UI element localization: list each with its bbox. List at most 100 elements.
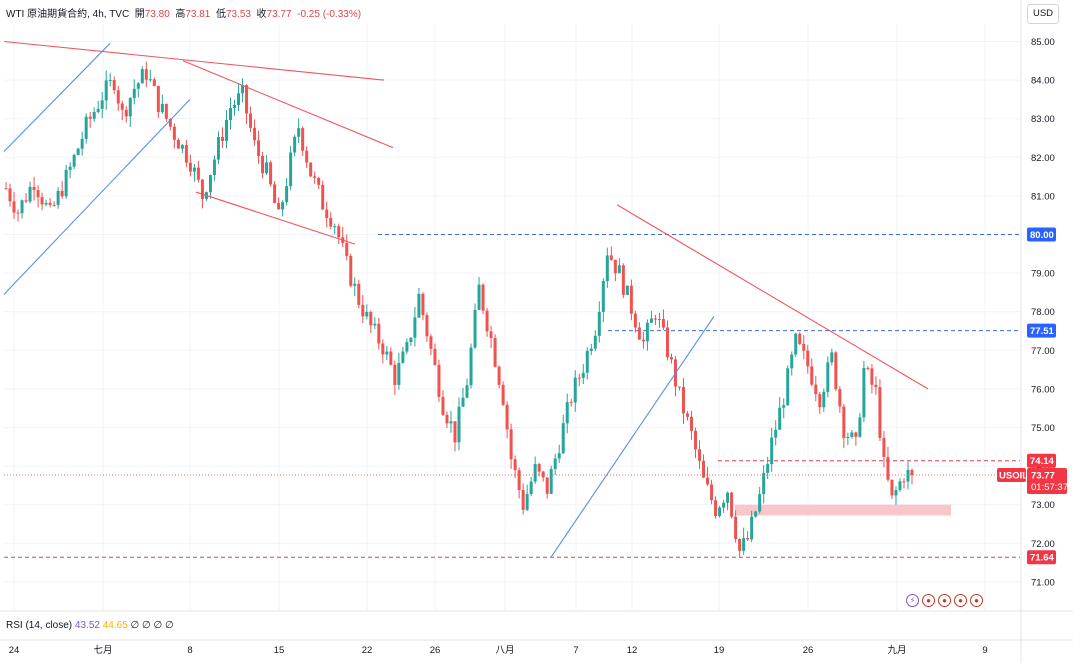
candle-body	[601, 281, 605, 312]
close-label: 收	[256, 9, 267, 20]
open-value: 73.80	[144, 9, 170, 20]
candle-body	[188, 162, 192, 172]
candle-body	[461, 397, 465, 407]
candle-body	[184, 145, 188, 163]
x-tick-label: 9	[982, 645, 987, 656]
flash-icon[interactable]: ⚡	[906, 594, 919, 607]
candle-body	[124, 109, 128, 117]
candle-body	[589, 348, 593, 351]
candle-body	[325, 209, 329, 218]
candle-body	[373, 323, 377, 326]
candle-body	[465, 385, 469, 398]
candle-body	[357, 283, 361, 305]
candle-body	[501, 384, 505, 405]
candle-body	[196, 167, 200, 180]
candle-body	[830, 352, 834, 363]
candle-body	[361, 304, 365, 317]
candle-body	[84, 116, 88, 139]
rsi-ma-value: 44.65	[102, 620, 128, 631]
candle-body	[36, 190, 40, 198]
candle-body	[517, 470, 521, 491]
candle-body	[645, 322, 649, 342]
time-axis[interactable]: 24 七月 8 15 22 26 八月 7 12 19 26 九月 9	[9, 644, 988, 656]
candle-body	[653, 318, 657, 320]
candle-body	[80, 138, 84, 149]
candle-body	[878, 387, 882, 438]
trendline[interactable]	[3, 43, 111, 152]
price-axis[interactable]: 85.00 84.00 83.00 82.00 81.00 80.00 79.00 78.00…	[1031, 37, 1055, 588]
candle-body	[20, 200, 24, 214]
trendline[interactable]	[182, 60, 394, 149]
trendline[interactable]	[550, 316, 715, 558]
x-tick-label: 26	[430, 645, 441, 656]
candle-body	[144, 69, 148, 80]
candle-body	[285, 186, 289, 203]
candle-body	[613, 259, 617, 274]
currency-button[interactable]: USD	[1027, 4, 1059, 24]
candle-body	[702, 460, 706, 478]
candle-body	[710, 484, 714, 501]
interval: 4h	[92, 9, 104, 20]
candle-body	[208, 174, 212, 193]
open-label: 開	[134, 9, 145, 20]
candle-body	[44, 202, 48, 205]
candle-body	[485, 310, 489, 332]
candle-body	[621, 265, 625, 295]
trendline[interactable]	[616, 204, 929, 390]
candle-body	[132, 88, 136, 99]
us-flag-icon[interactable]: ●	[938, 594, 951, 607]
rsi-legend: RSI (14, close) 43.52 44.65 ∅ ∅ ∅ ∅	[6, 620, 174, 631]
candle-body	[473, 309, 477, 348]
candle-body	[545, 477, 549, 494]
candle-body	[389, 351, 393, 365]
trendline[interactable]	[3, 40, 385, 81]
candle-body	[409, 337, 413, 343]
x-tick-label: 8	[187, 645, 192, 656]
candle-body	[305, 150, 309, 163]
symbol-legend: WTI 原油期貨合約, 4h, TVC 開73.80 高73.81 低73.53…	[6, 9, 362, 20]
low-label: 低	[215, 9, 226, 20]
candle-body	[228, 108, 232, 121]
candle-body	[910, 469, 914, 475]
trendline[interactable]	[195, 191, 356, 245]
candle-body	[605, 255, 609, 282]
candle-body	[585, 350, 589, 373]
close-value: 73.77	[266, 9, 292, 20]
candle-body	[754, 511, 758, 517]
candle-body	[649, 318, 653, 323]
trendline[interactable]	[3, 99, 191, 295]
candle-body	[120, 103, 124, 110]
candle-body	[345, 243, 349, 256]
candle-body	[838, 389, 842, 407]
candle-body	[112, 79, 116, 91]
us-flag-icon[interactable]: ●	[970, 594, 983, 607]
us-flag-icon[interactable]: ●	[922, 594, 935, 607]
candle-body	[529, 481, 533, 494]
candle-body	[738, 539, 742, 551]
candle-body	[866, 367, 870, 369]
candle-body	[617, 265, 621, 274]
candle-body	[313, 176, 317, 178]
candle-body	[858, 417, 862, 437]
price-tag	[1027, 453, 1056, 468]
candle-body	[425, 315, 429, 337]
candle-body	[433, 348, 437, 365]
countdown-label: 01:57:37	[1031, 482, 1068, 493]
candle-body	[569, 402, 573, 404]
us-flag-icon[interactable]: ●	[954, 594, 967, 607]
candle-body	[220, 137, 224, 141]
source: TVC	[109, 9, 130, 20]
y-tick-label: 73.00	[1031, 500, 1055, 511]
candle-body	[156, 85, 160, 113]
price-tag	[1027, 550, 1056, 565]
candle-body	[148, 79, 152, 81]
candle-body	[581, 372, 585, 378]
price-tag-label: 74.14	[1030, 456, 1054, 467]
candle-body	[277, 203, 281, 210]
candle-body	[172, 126, 176, 140]
candle-body	[882, 437, 886, 457]
candle-body	[128, 98, 132, 117]
x-tick-label: 24	[9, 645, 20, 656]
